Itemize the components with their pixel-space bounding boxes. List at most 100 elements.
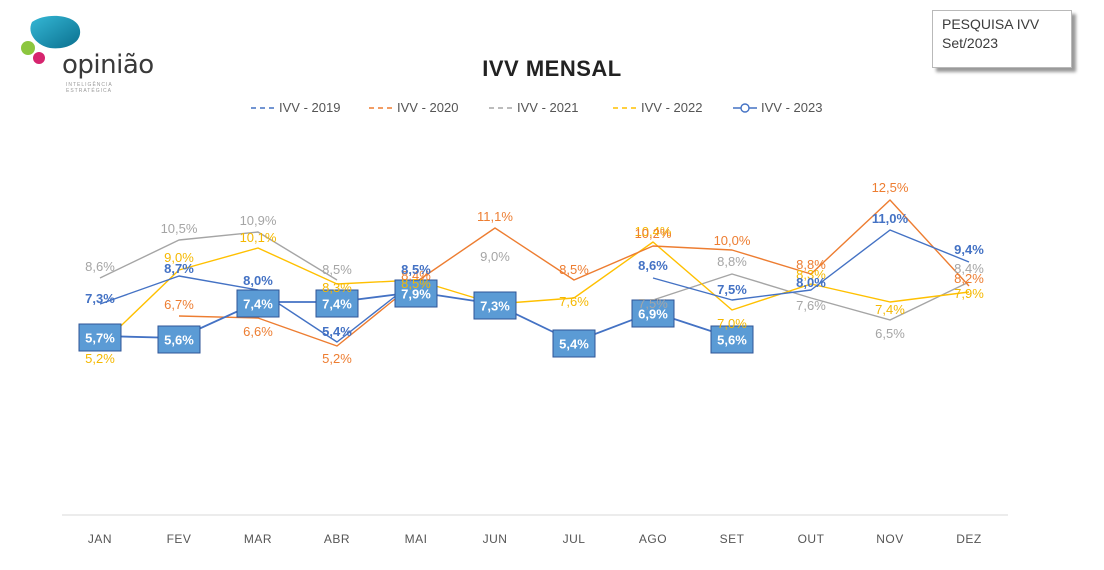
- data-box-2023-jul: 5,4%: [552, 329, 596, 358]
- survey-badge: PESQUISA IVV Set/2023: [932, 10, 1072, 68]
- svg-text:7,3%: 7,3%: [480, 299, 510, 314]
- badge-line-2: Set/2023: [942, 35, 999, 51]
- legend-item-2020: IVV - 2020: [368, 100, 458, 115]
- legend-item-2022: IVV - 2022: [612, 100, 702, 115]
- data-label-2022-mar: 10,1%: [240, 230, 277, 245]
- data-label-2020-dez: 8,2%: [954, 271, 984, 286]
- legend-item-2021: IVV - 2021: [488, 100, 578, 115]
- x-tick-fev: FEV: [167, 532, 192, 546]
- data-label-2020-abr: 5,2%: [322, 351, 352, 366]
- data-box-2023-abr: 7,4%: [315, 289, 359, 318]
- data-label-2022-mai: 8,5%: [401, 276, 431, 291]
- data-label-2021-set: 8,8%: [717, 254, 747, 269]
- data-label-2019-abr: 5,4%: [322, 324, 352, 339]
- data-label-2020-out: 8,8%: [796, 257, 826, 272]
- svg-text:7,9%: 7,9%: [401, 287, 431, 302]
- series-line-2022: [99, 241, 970, 347]
- data-label-2019-dez: 9,4%: [954, 242, 984, 257]
- data-label-2021-jun: 9,0%: [480, 249, 510, 264]
- data-label-2020-fev: 6,7%: [164, 297, 194, 312]
- svg-text:7,4%: 7,4%: [322, 297, 352, 312]
- data-label-2021-nov: 6,5%: [875, 326, 905, 341]
- data-box-2023-ago: 6,9%: [631, 299, 675, 328]
- data-label-2022-jul: 7,6%: [559, 294, 589, 309]
- legend-swatch-icon: [733, 102, 757, 113]
- x-tick-dez: DEZ: [956, 532, 982, 546]
- svg-text:6,9%: 6,9%: [638, 307, 668, 322]
- series-line-2021-seg2: [652, 273, 970, 321]
- data-label-2020-jun: 11,1%: [477, 209, 513, 224]
- data-box-2023-set: 5,6%: [710, 325, 754, 354]
- legend-item-2023: IVV - 2023: [732, 100, 822, 115]
- badge-line-1: PESQUISA IVV: [942, 16, 1040, 32]
- legend-swatch-icon: [613, 106, 637, 109]
- data-label-2022-dez: 7,9%: [954, 286, 984, 301]
- data-label-2020-ago: 10,2%: [635, 226, 672, 241]
- x-tick-jan: JAN: [88, 532, 112, 546]
- svg-text:5,4%: 5,4%: [559, 337, 589, 352]
- legend-swatch-icon: [251, 106, 275, 109]
- data-label-2020-set: 10,0%: [714, 233, 751, 248]
- data-box-2023-mar: 7,4%: [236, 289, 280, 318]
- data-label-2022-jan: 5,2%: [85, 351, 115, 366]
- legend-swatch-icon: [489, 106, 513, 109]
- data-label-2021-abr: 8,5%: [322, 262, 352, 277]
- data-label-2022-set: 7,0%: [717, 316, 747, 331]
- legend-item-2019: IVV - 2019: [250, 100, 340, 115]
- data-label-2019-mar: 8,0%: [243, 273, 273, 288]
- data-label-2019-out: 8,0%: [796, 275, 826, 290]
- data-label-2020-mai: 8,4%: [401, 268, 431, 283]
- logo-text: opinião: [62, 50, 154, 80]
- legend-label: IVV - 2020: [397, 100, 459, 115]
- legend-label: IVV - 2019: [279, 100, 341, 115]
- data-label-2019-set: 7,5%: [717, 282, 747, 297]
- data-label-2021-fev: 10,5%: [161, 221, 198, 236]
- x-tick-out: OUT: [798, 532, 825, 546]
- data-label-2020-nov: 12,5%: [872, 180, 909, 195]
- data-label-2022-abr: 8,3%: [322, 280, 352, 295]
- data-label-2022-out: 8,3%: [796, 267, 826, 282]
- data-label-2019-nov: 11,0%: [872, 211, 909, 226]
- data-label-2022-fev: 9,0%: [164, 250, 194, 265]
- svg-text:7,4%: 7,4%: [243, 297, 273, 312]
- data-label-2021-jan: 8,6%: [85, 259, 115, 274]
- x-tick-mai: MAI: [405, 532, 428, 546]
- chart-title: IVV MENSAL: [482, 56, 622, 81]
- legend-swatch-icon: [369, 106, 393, 109]
- opiniao-logo: opinião INTELIGÊNCIA ESTRATÉGICA: [16, 10, 154, 94]
- data-label-2021-mar: 10,9%: [240, 213, 277, 228]
- data-box-2023-mai: 7,9%: [394, 279, 438, 308]
- x-tick-mar: MAR: [244, 532, 272, 546]
- svg-text:5,6%: 5,6%: [717, 333, 747, 348]
- legend-label: IVV - 2021: [517, 100, 579, 115]
- data-label-2021-dez: 8,4%: [954, 261, 984, 276]
- legend-label: IVV - 2023: [761, 100, 823, 115]
- series-line-2019-seg1: [652, 229, 970, 301]
- x-tick-nov: NOV: [876, 532, 904, 546]
- x-tick-set: SET: [720, 532, 745, 546]
- svg-text:5,7%: 5,7%: [85, 331, 115, 346]
- x-tick-ago: AGO: [639, 532, 667, 546]
- data-box-2023-fev: 5,6%: [157, 325, 201, 354]
- data-box-2023-jun: 7,3%: [473, 291, 517, 320]
- svg-text:5,6%: 5,6%: [164, 333, 194, 348]
- data-label-2019-fev: 8,7%: [164, 261, 194, 276]
- data-label-2020-mar: 6,6%: [243, 324, 273, 339]
- series-line-2021: [99, 231, 338, 281]
- x-tick-abr: ABR: [324, 532, 350, 546]
- logo-subtext: INTELIGÊNCIA ESTRATÉGICA: [66, 82, 113, 94]
- data-label-2022-nov: 7,4%: [875, 302, 905, 317]
- legend-label: IVV - 2022: [641, 100, 703, 115]
- x-tick-jul: JUL: [563, 532, 586, 546]
- logo-mark-icon: [21, 15, 81, 64]
- series-line-2020: [178, 199, 970, 347]
- data-label-2019-mai: 8,5%: [401, 262, 431, 277]
- chart-legend: IVV - 2019 IVV - 2020 IVV - 2021 IVV - 2022…: [250, 100, 850, 120]
- data-box-2023-jan: 5,7%: [78, 323, 122, 352]
- data-label-2019-jan: 7,3%: [85, 291, 115, 306]
- data-label-2019-ago: 8,6%: [638, 258, 668, 273]
- data-label-2020-jul: 8,5%: [559, 262, 589, 277]
- data-label-2021-ago: 7,5%: [638, 296, 668, 311]
- x-tick-jun: JUN: [483, 532, 508, 546]
